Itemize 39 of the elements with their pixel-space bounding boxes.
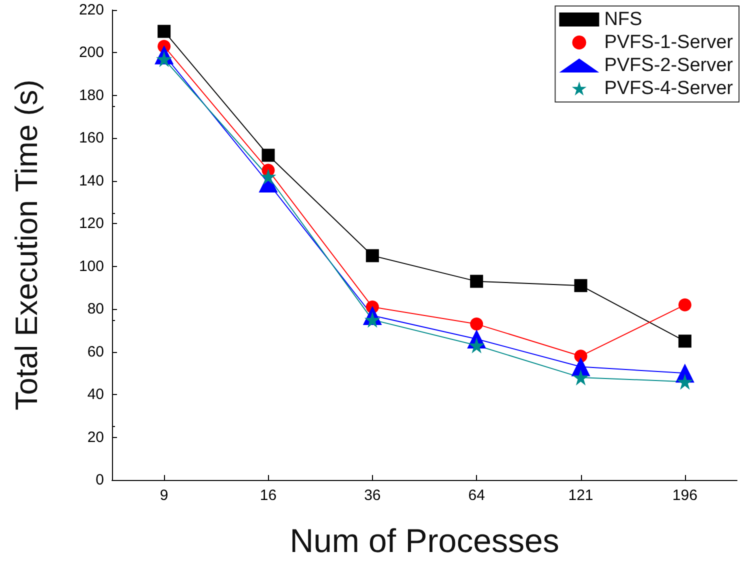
point (572, 369, 589, 386)
point (468, 337, 485, 354)
x-tick-label: 196 (672, 487, 698, 504)
point (366, 249, 379, 262)
x-tick-label: 36 (364, 487, 381, 504)
point (260, 168, 276, 185)
legend-label: PVFS-2-Server (604, 55, 734, 76)
point (364, 312, 380, 328)
y-tick-label: 140 (78, 172, 104, 190)
y-tick-label: 40 (87, 386, 104, 404)
point (678, 334, 692, 348)
point (678, 298, 692, 312)
point (574, 350, 588, 363)
point (470, 318, 484, 331)
y-tick-label: 160 (78, 130, 104, 147)
y-tick-label: 0 (96, 472, 104, 488)
legend-label: PVFS-4-Server (604, 78, 734, 99)
point (156, 51, 172, 68)
y-tick-label: 100 (78, 258, 104, 275)
point (676, 374, 693, 390)
y-tick-label: 220 (78, 2, 104, 18)
point (262, 148, 275, 162)
y-tick-label: 60 (87, 343, 104, 360)
y-tick-label: 80 (87, 300, 104, 318)
x-tick-label: 9 (160, 487, 168, 504)
legend-label: NFS (604, 9, 642, 30)
point (574, 279, 588, 292)
x-axis-title: Num of Processes (290, 522, 560, 559)
legend-label: PVFS-1-Server (604, 32, 734, 53)
y-tick-label: 120 (78, 215, 104, 232)
y-tick-label: 180 (78, 86, 104, 104)
point (470, 274, 484, 288)
point (158, 24, 171, 38)
y-tick-label: 20 (87, 428, 104, 446)
y-tick-label: 200 (78, 44, 104, 62)
x-tick-label: 64 (468, 487, 485, 504)
x-tick-label: 121 (568, 487, 594, 504)
y-axis-title: Total Execution Time (s) (9, 80, 44, 410)
x-tick-label: 16 (260, 487, 277, 504)
